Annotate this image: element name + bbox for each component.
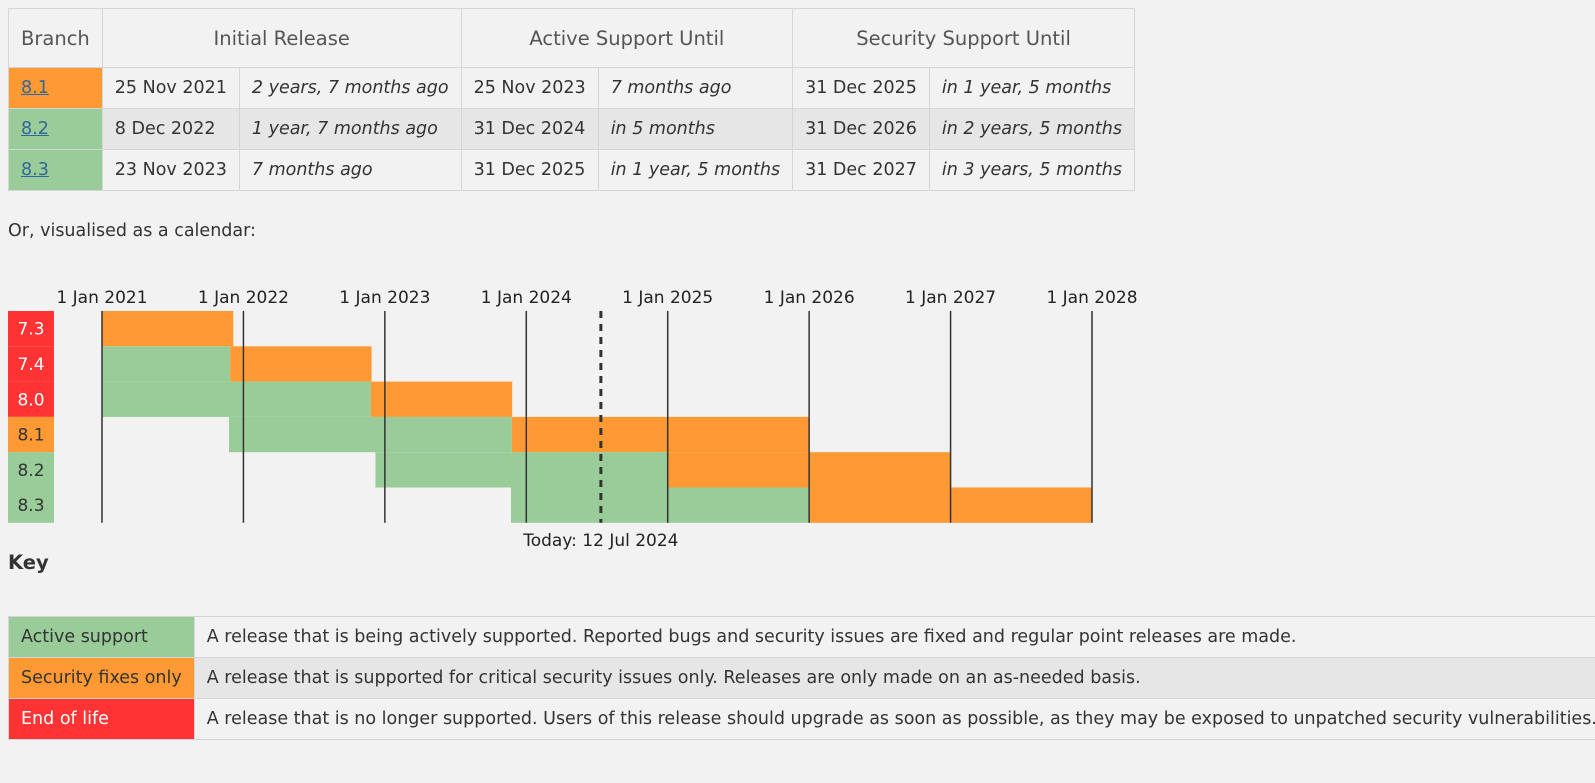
header-security-support: Security Support Until (792, 8, 1135, 68)
security-date: 31 Dec 2026 (792, 108, 930, 150)
security-support-bar (370, 381, 513, 417)
key-label-eol: End of life (8, 698, 195, 740)
branch-label-bg (8, 487, 54, 523)
active-relative: in 5 months (597, 108, 794, 150)
branch-label-bg (8, 416, 54, 453)
active-support-bar (102, 346, 231, 382)
branch-link[interactable]: 8.3 (21, 160, 49, 180)
active-relative: in 1 year, 5 months (597, 149, 794, 191)
release-relative: 1 year, 7 months ago (238, 108, 462, 150)
calendar-chart: 1 Jan 2021 1 Jan 2022 1 Jan 2023 1 Jan 2024… (8, 269, 1168, 551)
key-description-eol: A release that is no longer supported. U… (193, 698, 1595, 740)
branch-link[interactable]: 8.1 (21, 78, 49, 98)
security-support-bar (511, 416, 809, 453)
x-tick-label: 1 Jan 2024 (481, 288, 572, 308)
branch-label: 7.3 (17, 320, 44, 340)
security-support-bar (102, 311, 234, 347)
security-date: 31 Dec 2025 (792, 67, 930, 109)
x-tick-label: 1 Jan 2022 (198, 288, 289, 308)
branch-label: 8.1 (17, 426, 44, 446)
security-support-bar (230, 346, 372, 382)
active-date: 31 Dec 2024 (460, 108, 599, 150)
x-tick-label: 1 Jan 2028 (1046, 288, 1137, 308)
key-label-security: Security fixes only (8, 657, 195, 699)
branches-header-row: Branch Initial Release Active Support Un… (8, 8, 1135, 68)
key-description-security: A release that is supported for critical… (193, 657, 1595, 699)
release-date: 8 Dec 2022 (101, 108, 240, 150)
key-title: Key (8, 551, 49, 574)
active-relative: 7 months ago (597, 67, 794, 109)
release-date: 23 Nov 2023 (101, 149, 240, 191)
active-support-bar (511, 487, 809, 523)
active-date: 25 Nov 2023 (460, 67, 599, 109)
today-label: Today: 12 Jul 2024 (522, 531, 678, 551)
calendar-svg: 1 Jan 2021 1 Jan 2022 1 Jan 2023 1 Jan 2024… (8, 288, 1138, 551)
branches-table: Branch Initial Release Active Support Un… (8, 8, 1136, 191)
key-row-security: Security fixes only A release that is su… (8, 657, 1595, 699)
security-relative: in 3 years, 5 months (928, 149, 1136, 191)
release-relative: 2 years, 7 months ago (238, 67, 462, 109)
x-tick-label: 1 Jan 2025 (622, 288, 713, 308)
branch-cell: 8.3 (8, 149, 103, 191)
release-date: 25 Nov 2021 (101, 67, 240, 109)
security-relative: in 1 year, 5 months (928, 67, 1136, 109)
security-date: 31 Dec 2027 (792, 149, 930, 191)
key-row-active: Active support A release that is being a… (8, 616, 1595, 658)
key-label-active: Active support (8, 616, 195, 658)
active-date: 31 Dec 2025 (460, 149, 599, 191)
branch-label-bg (8, 346, 54, 382)
branch-label: 7.4 (17, 355, 44, 375)
active-support-bar (229, 416, 512, 453)
branch-label: 8.2 (17, 461, 44, 481)
release-relative: 7 months ago (238, 149, 462, 191)
branch-label: 8.0 (17, 390, 44, 410)
header-active-support: Active Support Until (460, 8, 794, 68)
header-branch: Branch (8, 8, 103, 68)
active-support-bar (102, 381, 371, 417)
key-row-eol: End of life A release that is no longer … (8, 698, 1595, 740)
branch-cell: 8.2 (8, 108, 103, 150)
branch-row-8-3: 8.3 23 Nov 2023 7 months ago 31 Dec 2025… (8, 149, 1136, 191)
key-description-active: A release that is being actively support… (193, 616, 1595, 658)
x-tick-label: 1 Jan 2027 (905, 288, 996, 308)
x-tick-label: 1 Jan 2021 (56, 288, 147, 308)
calendar-intro: Or, visualised as a calendar: (8, 221, 256, 241)
branch-row-8-2: 8.2 8 Dec 2022 1 year, 7 months ago 31 D… (8, 108, 1136, 150)
branch-row-8-1: 8.1 25 Nov 2021 2 years, 7 months ago 25… (8, 67, 1136, 109)
header-initial-release: Initial Release (101, 8, 462, 68)
branch-label-bg (8, 381, 54, 417)
page: Branch Initial Release Active Support Un… (8, 8, 1595, 740)
security-relative: in 2 years, 5 months (928, 108, 1136, 150)
key-table: Active support A release that is being a… (8, 616, 1595, 740)
branch-label-bg (8, 452, 54, 488)
x-tick-label: 1 Jan 2026 (764, 288, 855, 308)
branch-label-bg (8, 311, 54, 347)
branch-label: 8.3 (17, 496, 44, 516)
active-support-bar (375, 452, 668, 488)
branch-link[interactable]: 8.2 (21, 119, 49, 139)
branch-cell: 8.1 (8, 67, 103, 109)
x-tick-label: 1 Jan 2023 (339, 288, 430, 308)
